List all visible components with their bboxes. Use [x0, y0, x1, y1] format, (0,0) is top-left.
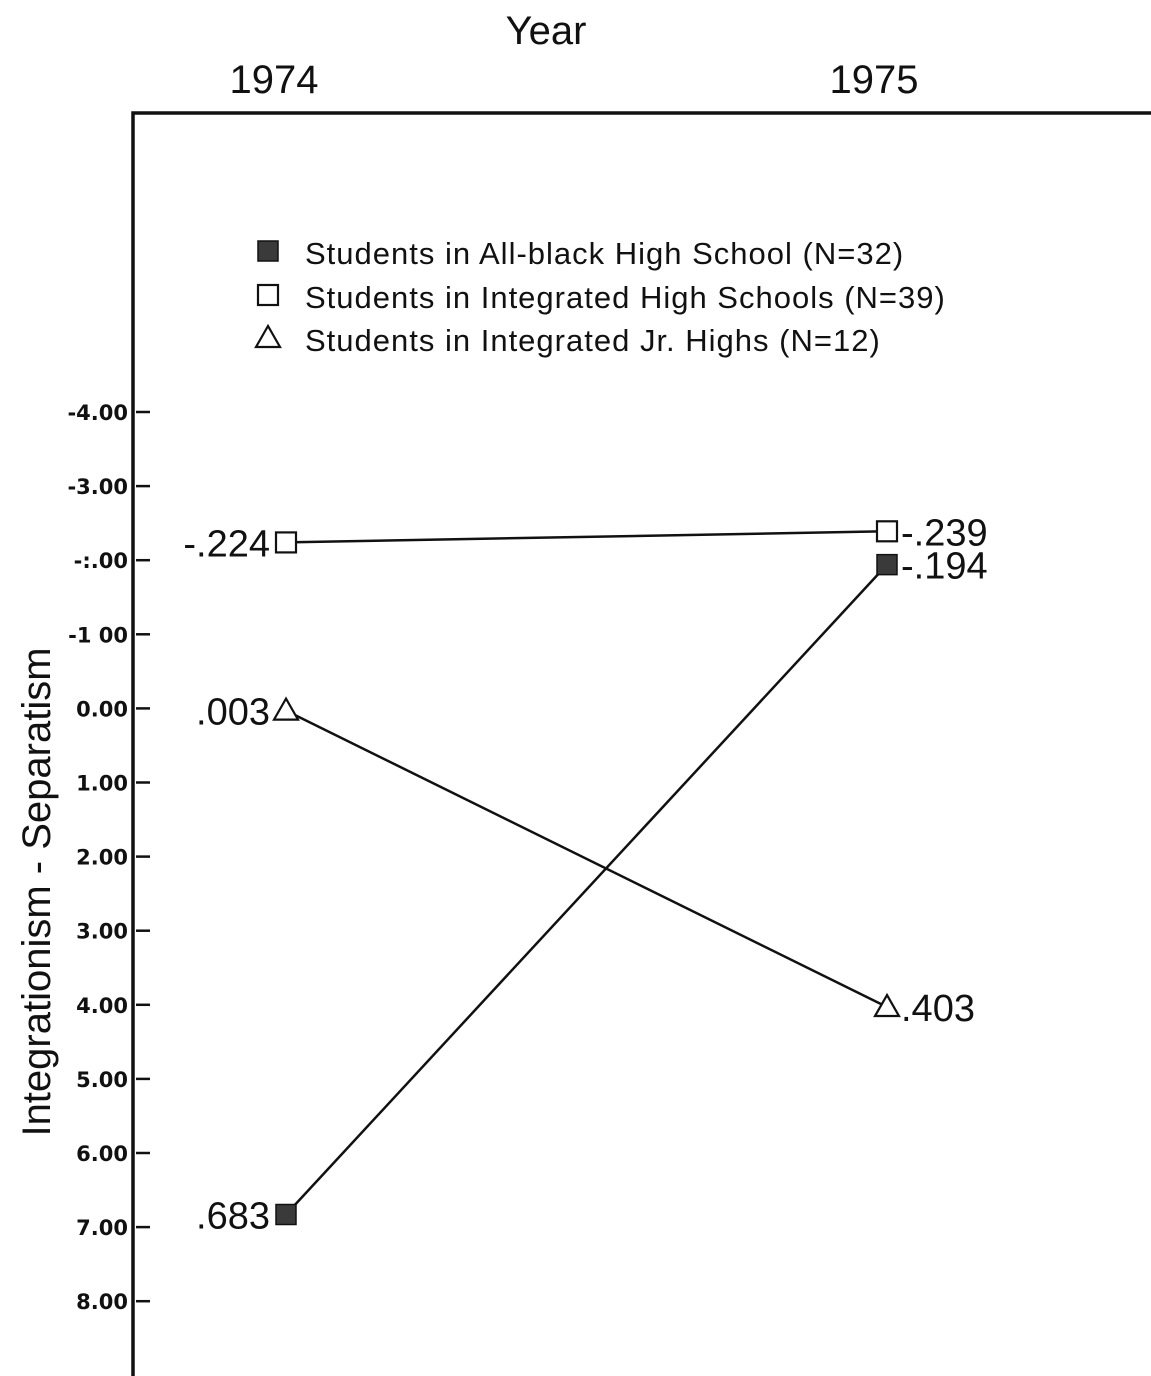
- series-line: [285, 530, 888, 544]
- series-line: [285, 563, 888, 1216]
- open-square-marker: [875, 520, 899, 543]
- filled-square-marker: [275, 1203, 297, 1226]
- x-tick-labels: 1974 1975: [230, 58, 919, 102]
- y-tick-label: 1.00: [76, 772, 128, 796]
- y-tick-label: 3.00: [76, 920, 128, 944]
- series-line: [285, 709, 888, 1009]
- filled-square-marker: [257, 240, 279, 262]
- y-tick-label: -4.00: [67, 401, 128, 425]
- x-tick-label-1975: 1975: [830, 58, 919, 102]
- data-label: .003: [196, 692, 270, 734]
- open-triangle-marker: [272, 696, 300, 721]
- x-tick-label-1974: 1974: [230, 58, 319, 102]
- data-label: .403: [901, 988, 975, 1030]
- y-tick-label: -1 00: [68, 623, 128, 647]
- y-tick-label: 5.00: [76, 1068, 128, 1092]
- y-tick-label: 4.00: [76, 994, 128, 1018]
- series-lines: [285, 530, 888, 1216]
- filled-square-marker: [876, 553, 898, 576]
- y-tick-label: 8.00: [76, 1290, 128, 1314]
- open-square-marker: [274, 531, 298, 554]
- open-square-marker: [256, 283, 280, 307]
- legend-entry: Students in All-black High School (N=32): [305, 236, 904, 271]
- y-tick-label: 0.00: [76, 697, 128, 721]
- y-axis-ticks: -4.00 -3.00 -:.00 -1 00 0.00 1.00 2.00 3.00 4.00…: [67, 401, 150, 1314]
- data-label: .683: [196, 1196, 270, 1238]
- data-label: -.194: [901, 546, 988, 588]
- y-tick-label: 6.00: [76, 1142, 128, 1166]
- open-triangle-marker: [254, 323, 282, 349]
- x-axis-title: Year: [506, 9, 587, 53]
- data-label: -.224: [183, 523, 270, 565]
- open-triangle-marker: [873, 992, 901, 1018]
- plot-frame: [131, 111, 1151, 1376]
- y-tick-label: 7.00: [76, 1216, 128, 1240]
- y-tick-label: -3.00: [67, 475, 128, 499]
- value-labels: .683 -.194 -.224 -.239 .003 .403: [183, 512, 987, 1237]
- y-tick-label: 2.00: [76, 846, 128, 870]
- y-axis-title: Integrationism - Separatism: [15, 647, 59, 1136]
- series-markers: [272, 520, 901, 1226]
- legend-entry: Students in Integrated High Schools (N=3…: [305, 280, 946, 315]
- legend-entry: Students in Integrated Jr. Highs (N=12): [305, 323, 881, 358]
- legend: Students in All-black High School (N=32)…: [254, 236, 946, 358]
- y-tick-label: -:.00: [74, 549, 128, 573]
- data-label: -.239: [901, 512, 988, 554]
